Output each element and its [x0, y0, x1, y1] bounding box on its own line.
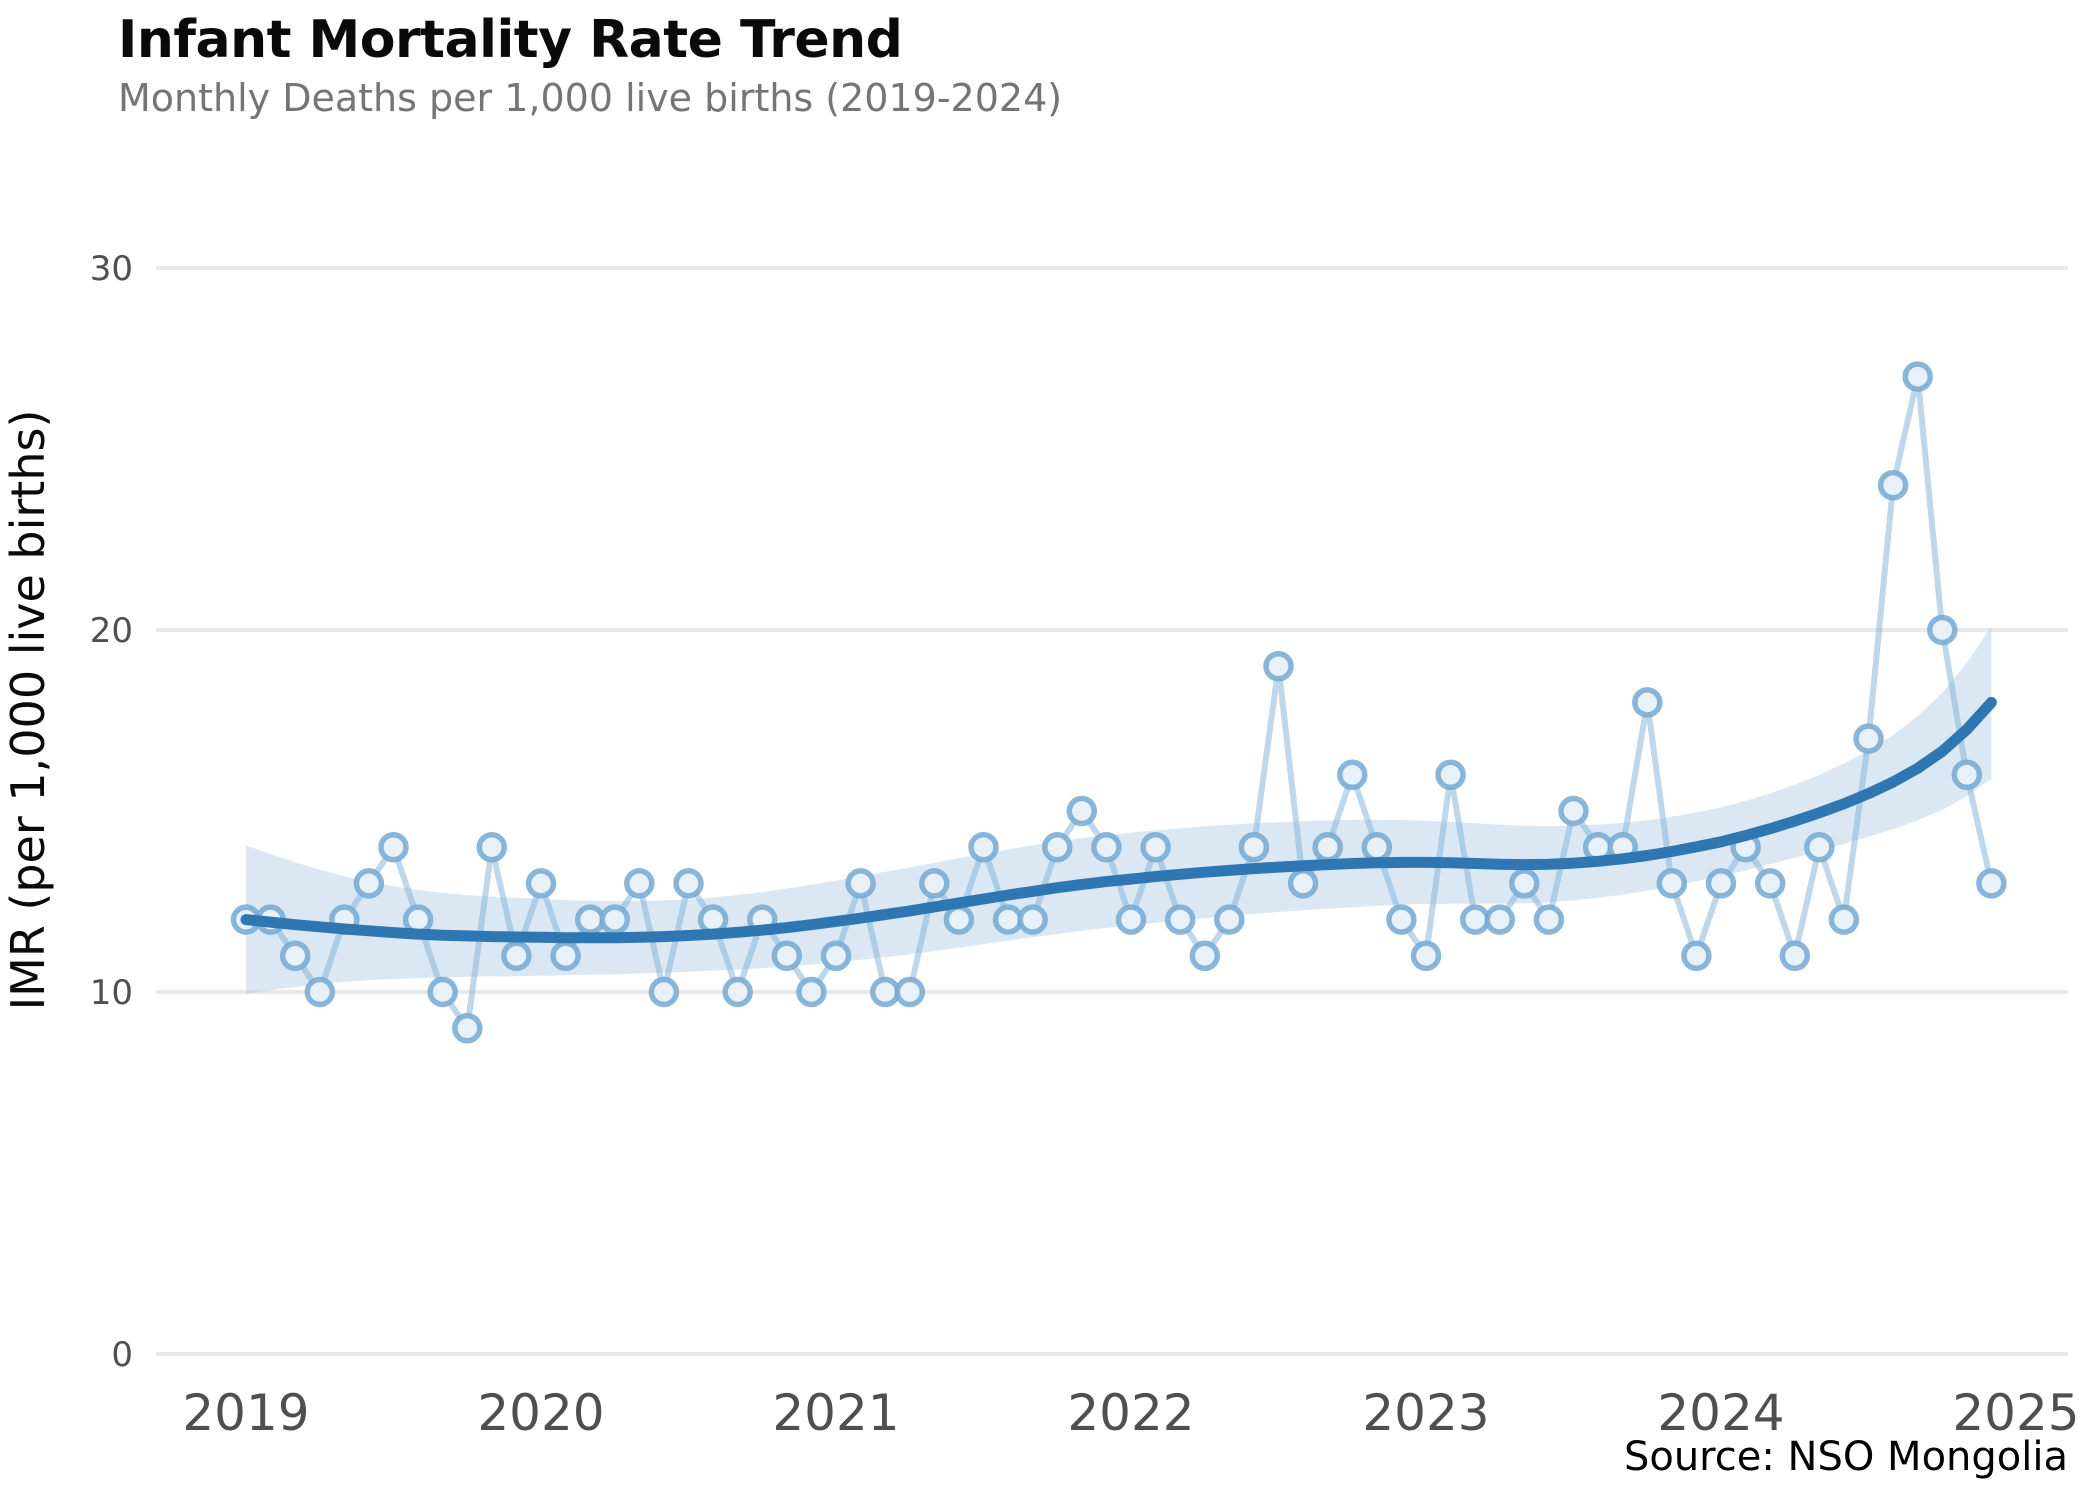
data-point [427, 976, 458, 1008]
x-tick-label: 2022 [1067, 1384, 1194, 1442]
data-point [1017, 904, 1048, 935]
data-point [1312, 831, 1343, 863]
x-tick-label: 2024 [1657, 1384, 1784, 1442]
x-tick-label: 2020 [477, 1384, 604, 1442]
data-point [1951, 759, 1983, 791]
source-caption: Source: NSO Mongolia [1623, 1434, 2068, 1480]
data-point [1435, 759, 1466, 791]
data-point [796, 976, 827, 1008]
data-point [1509, 868, 1540, 899]
data-point [992, 904, 1024, 935]
data-point [574, 904, 606, 935]
data-point [1287, 868, 1319, 899]
data-point [1115, 904, 1147, 935]
data-point [1140, 831, 1171, 863]
data-point [1337, 759, 1368, 791]
x-tick-label: 2021 [772, 1384, 899, 1442]
data-point [869, 976, 901, 1008]
data-point [1853, 723, 1884, 754]
chart-title: Infant Mortality Rate Trend [118, 10, 903, 70]
data-point [1804, 831, 1835, 863]
data-point [1779, 940, 1811, 972]
data-point [1214, 904, 1245, 935]
data-point [550, 940, 581, 972]
data-point [452, 1012, 483, 1044]
data-point [1976, 868, 2007, 899]
data-point [525, 868, 557, 899]
data-point [1877, 469, 1909, 501]
data-point [968, 831, 999, 863]
data-point [1459, 904, 1491, 935]
data-point [304, 976, 336, 1008]
y-tick-label: 0 [111, 1335, 133, 1375]
data-point [1066, 795, 1098, 827]
data-point [1042, 831, 1073, 863]
data-point [1533, 904, 1565, 935]
data-point [501, 940, 532, 972]
x-tick-label: 2019 [182, 1384, 309, 1442]
data-point [820, 940, 852, 972]
data-point [1164, 904, 1196, 935]
data-point [1681, 940, 1712, 972]
x-tick-label: 2023 [1362, 1384, 1489, 1442]
data-point [1754, 868, 1786, 899]
data-point [1927, 614, 1958, 646]
data-point [1705, 868, 1737, 899]
data-point [1189, 940, 1221, 972]
data-point [1632, 687, 1663, 718]
data-point [476, 831, 508, 863]
data-point [599, 904, 631, 935]
data-point [1558, 795, 1589, 827]
data-point [1656, 868, 1688, 899]
data-point [648, 976, 680, 1008]
y-tick-label: 30 [90, 249, 133, 289]
data-point [1263, 650, 1294, 682]
data-point [624, 868, 655, 899]
data-point [1484, 904, 1516, 935]
data-point [1361, 831, 1393, 863]
data-point [1410, 940, 1442, 972]
data-point [1238, 831, 1270, 863]
data-point [279, 940, 311, 972]
y-tick-label: 10 [90, 973, 133, 1013]
y-axis-title: IMR (per 1,000 live births) [1, 410, 55, 1011]
monthly-series-line [246, 373, 1995, 1032]
data-point [378, 831, 409, 863]
data-point [1902, 361, 1933, 392]
data-point [1828, 904, 1860, 935]
chart-subtitle: Monthly Deaths per 1,000 live births (20… [118, 76, 1063, 120]
data-point [1386, 904, 1417, 935]
data-point [673, 868, 704, 899]
data-point [1091, 831, 1122, 863]
data-point [894, 976, 926, 1008]
data-point [943, 904, 975, 935]
x-tick-label: 2025 [1952, 1384, 2079, 1442]
data-point [771, 940, 803, 972]
data-point [353, 868, 385, 899]
data-point [845, 868, 876, 899]
trend-line [240, 696, 1997, 944]
data-point [722, 976, 753, 1008]
data-point [919, 868, 950, 899]
y-tick-label: 20 [90, 611, 133, 651]
